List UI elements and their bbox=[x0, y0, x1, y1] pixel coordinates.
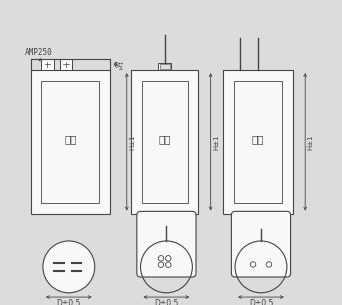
Bar bbox=[158, 63, 171, 70]
Text: D±0.5: D±0.5 bbox=[154, 299, 179, 305]
Bar bbox=[234, 81, 282, 203]
Bar bbox=[223, 70, 293, 214]
Text: 标志: 标志 bbox=[64, 134, 77, 144]
Text: AMP250: AMP250 bbox=[25, 48, 52, 57]
Circle shape bbox=[43, 241, 95, 293]
Bar bbox=[131, 70, 198, 214]
Bar bbox=[31, 70, 110, 214]
FancyBboxPatch shape bbox=[232, 211, 291, 277]
Bar bbox=[41, 81, 99, 203]
Bar bbox=[160, 64, 170, 69]
Bar bbox=[60, 59, 72, 70]
Bar bbox=[142, 81, 188, 203]
Text: W: W bbox=[117, 60, 122, 66]
Text: 标志: 标志 bbox=[252, 134, 264, 144]
Text: D±0.5: D±0.5 bbox=[249, 299, 273, 305]
Text: l=1: l=1 bbox=[119, 60, 124, 69]
Text: H±1: H±1 bbox=[213, 134, 219, 150]
FancyBboxPatch shape bbox=[137, 211, 196, 277]
Text: D±0.5: D±0.5 bbox=[57, 299, 81, 305]
Text: 标志: 标志 bbox=[159, 134, 171, 144]
Bar bbox=[41, 59, 54, 70]
Text: H±1: H±1 bbox=[308, 134, 314, 150]
Text: H±1: H±1 bbox=[129, 134, 135, 150]
